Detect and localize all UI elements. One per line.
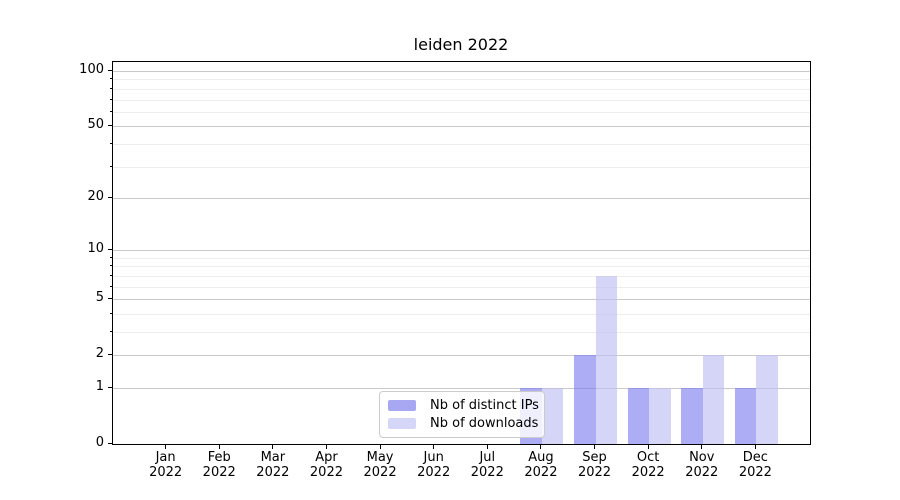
x-tick <box>701 445 703 449</box>
bar-nb-of-distinct-ips <box>734 387 757 444</box>
bar-nb-of-downloads <box>702 355 725 444</box>
gridline-minor <box>113 266 810 268</box>
x-tick <box>218 445 220 449</box>
y-tick <box>108 125 112 127</box>
y-tick-label: 10 <box>87 241 104 257</box>
x-tick-label: Jun 2022 <box>417 450 451 480</box>
gridline-minor <box>113 143 810 145</box>
y-tick-label: 5 <box>95 290 104 306</box>
x-tick-label: Dec 2022 <box>738 450 772 480</box>
x-tick <box>272 445 274 449</box>
y-tick-label: 0 <box>95 435 104 450</box>
x-tick-label: May 2022 <box>363 450 397 480</box>
gridline-minor <box>113 99 810 101</box>
y-minor-tick <box>110 98 112 100</box>
gridline-minor <box>113 79 810 81</box>
y-tick-label: 1 <box>95 378 104 394</box>
y-tick <box>108 249 112 251</box>
y-tick-label: 50 <box>87 117 104 133</box>
x-tick-label: Nov 2022 <box>685 450 719 480</box>
y-tick <box>108 443 112 444</box>
y-tick <box>108 196 112 198</box>
gridline-minor <box>113 275 810 277</box>
chart-title: leiden 2022 <box>413 35 509 54</box>
gridline-minor <box>113 111 810 113</box>
y-minor-tick <box>110 265 112 267</box>
y-tick <box>108 354 112 356</box>
gridline-major <box>113 250 810 252</box>
y-minor-tick <box>110 330 112 332</box>
gridline-minor <box>113 286 810 288</box>
gridline-minor <box>113 313 810 315</box>
gridline-minor <box>113 257 810 259</box>
y-minor-tick <box>110 110 112 112</box>
legend-swatch-downloads <box>388 417 416 429</box>
y-tick-label: 2 <box>95 346 104 362</box>
x-tick <box>647 445 649 449</box>
plot-area: Nb of distinct IPs Nb of downloads <box>112 61 811 445</box>
y-tick-label: 20 <box>87 188 104 204</box>
gridline-major <box>113 299 810 301</box>
x-tick-label: Oct 2022 <box>631 450 665 480</box>
y-tick-label: 100 <box>79 62 104 78</box>
x-tick-label: Jan 2022 <box>149 450 183 480</box>
bar-nb-of-distinct-ips <box>627 387 650 444</box>
x-tick <box>433 445 435 449</box>
y-minor-tick <box>110 312 112 314</box>
bar-nb-of-downloads <box>595 275 618 444</box>
x-tick <box>165 445 167 449</box>
x-tick <box>540 445 542 449</box>
gridline-major <box>113 355 810 357</box>
x-tick-label: Sep 2022 <box>577 450 612 480</box>
legend-item-distinct-ips: Nb of distinct IPs <box>380 396 544 414</box>
y-minor-tick <box>110 165 112 167</box>
y-tick <box>108 386 112 388</box>
y-minor-tick <box>110 78 112 80</box>
gridline-minor <box>113 331 810 333</box>
bar-nb-of-distinct-ips <box>574 355 596 444</box>
y-minor-tick <box>110 256 112 258</box>
gridline-major <box>113 71 810 73</box>
legend-label-downloads: Nb of downloads <box>430 415 539 431</box>
x-tick-label: Jul 2022 <box>470 450 504 480</box>
legend-label-distinct-ips: Nb of distinct IPs <box>430 397 539 413</box>
gridline-minor <box>113 166 810 168</box>
x-tick-label: Aug 2022 <box>524 450 558 480</box>
bar-nb-of-downloads <box>756 355 778 444</box>
x-tick <box>594 445 596 449</box>
x-tick <box>486 445 488 449</box>
gridline-minor <box>113 88 810 90</box>
x-tick-label: Mar 2022 <box>256 450 290 480</box>
y-minor-tick <box>110 87 112 89</box>
x-tick-label: Apr 2022 <box>309 450 343 480</box>
gridline-major <box>113 387 810 389</box>
legend: Nb of distinct IPs Nb of downloads <box>379 391 545 438</box>
y-minor-tick <box>110 285 112 287</box>
gridline-major <box>113 126 810 128</box>
legend-swatch-distinct-ips <box>388 399 416 411</box>
bar-nb-of-downloads <box>541 387 564 444</box>
y-tick <box>108 70 112 72</box>
legend-item-downloads: Nb of downloads <box>380 414 544 432</box>
y-minor-tick <box>110 274 112 276</box>
bar-nb-of-downloads <box>649 387 671 444</box>
x-tick <box>754 445 756 449</box>
x-tick <box>325 445 327 449</box>
bar-nb-of-distinct-ips <box>681 387 703 444</box>
y-tick <box>108 298 112 300</box>
x-tick <box>379 445 381 449</box>
x-tick-label: Feb 2022 <box>202 450 236 480</box>
y-minor-tick <box>110 142 112 144</box>
gridline-major <box>113 197 810 199</box>
